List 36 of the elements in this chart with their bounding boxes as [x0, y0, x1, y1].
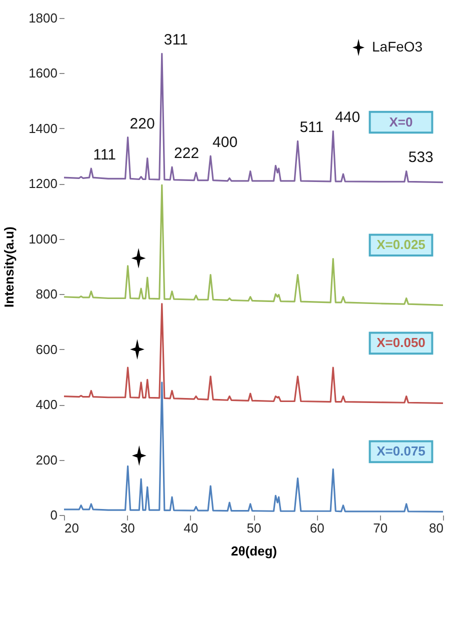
text: X=0.050: [376, 335, 426, 350]
annotation: 111: [93, 146, 116, 164]
annotation: 511: [300, 119, 324, 136]
x-axis-title: 2θ(deg): [230, 544, 278, 558]
text: X=0.075: [376, 444, 426, 459]
line-series: [63, 184, 444, 306]
y-axis-title: Intensity(a.u): [2, 226, 17, 308]
y-tick-label: 200: [36, 452, 58, 468]
x-tick-label: 20: [64, 520, 79, 536]
y-tick-label: 1200: [28, 176, 58, 192]
y-tick-label: 1600: [28, 66, 58, 81]
x-tick-label: 50: [246, 520, 262, 536]
y-tick-label: 0: [50, 508, 58, 522]
x-tick-label: 80: [429, 520, 444, 536]
annotation: 400: [212, 134, 238, 152]
y-tick-label: 800: [36, 286, 58, 302]
annotation: 440: [335, 109, 360, 126]
annotation: 220: [130, 115, 155, 132]
legend-label: LaFeO3: [372, 38, 423, 54]
y-tick-label: 600: [36, 342, 58, 357]
x-tick-label: 70: [373, 520, 388, 536]
text: X=0: [389, 114, 413, 130]
y-tick-label: 1000: [28, 231, 58, 246]
line-series: [63, 302, 444, 404]
annotation: 222: [174, 145, 200, 162]
line-series: [63, 382, 444, 512]
annotation: 311: [164, 32, 188, 49]
line-series: [63, 52, 444, 184]
y-tick-label: 1400: [28, 120, 58, 136]
x-tick-label: 60: [310, 520, 324, 536]
y-tick-label: 1800: [28, 10, 58, 26]
y-tick-label: 400: [36, 397, 58, 412]
x-tick-label: 40: [184, 520, 198, 536]
x-tick-label: 30: [120, 520, 135, 536]
annotation: 533: [408, 149, 434, 166]
text: X=0.025: [376, 237, 426, 252]
